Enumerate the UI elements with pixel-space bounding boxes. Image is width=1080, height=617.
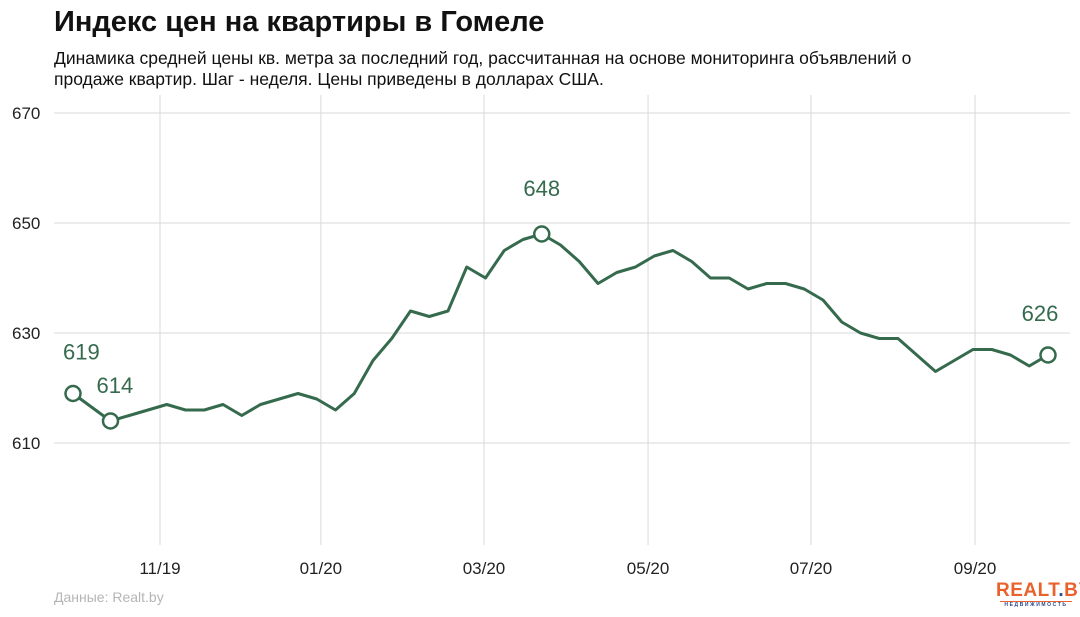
y-tick-label: 670 xyxy=(12,104,40,123)
data-label: 619 xyxy=(63,340,100,365)
data-point-marker xyxy=(64,384,82,403)
data-point-marker xyxy=(101,412,120,430)
data-point-marker xyxy=(533,225,551,243)
x-tick-label: 05/20 xyxy=(627,559,670,578)
x-tick-label: 03/20 xyxy=(463,559,506,578)
x-tick-label: 01/20 xyxy=(300,559,343,578)
data-label: 648 xyxy=(523,176,560,201)
chart-title: Индекс цен на квартиры в Гомеле xyxy=(54,6,545,38)
realt-logo: REALT.BY НЕДВИЖИМОСТЬ xyxy=(996,580,1080,608)
chart-subtitle: Динамика средней цены кв. метра за после… xyxy=(54,48,912,89)
y-tick-label: 610 xyxy=(12,434,40,453)
x-tick-label: 11/19 xyxy=(139,559,180,578)
y-tick-label: 650 xyxy=(12,214,40,233)
price-line xyxy=(72,232,1049,423)
data-point-marker xyxy=(1039,346,1057,364)
x-tick-label: 09/20 xyxy=(954,559,997,578)
data-label: 614 xyxy=(97,373,134,398)
x-tick-label: 07/20 xyxy=(790,559,833,578)
source-note: Данные: Realt.by xyxy=(54,589,164,605)
y-tick-label: 630 xyxy=(12,324,40,343)
data-label: 626 xyxy=(1022,301,1059,326)
